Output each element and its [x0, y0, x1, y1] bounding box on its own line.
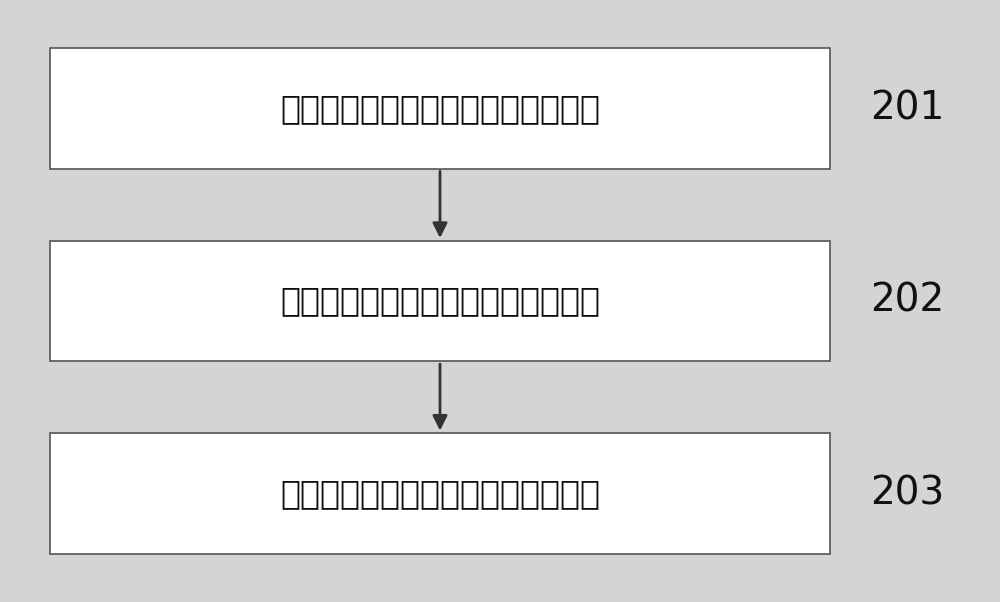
- FancyBboxPatch shape: [50, 433, 830, 554]
- Text: 202: 202: [870, 282, 944, 320]
- Text: 203: 203: [870, 474, 944, 513]
- Text: 基于所述开度调整变频器的输出频率: 基于所述开度调整变频器的输出频率: [280, 477, 600, 510]
- FancyBboxPatch shape: [50, 241, 830, 361]
- Text: 基于所述温度调节流量控制阀的开度: 基于所述温度调节流量控制阀的开度: [280, 285, 600, 317]
- Text: 201: 201: [870, 89, 944, 128]
- FancyBboxPatch shape: [50, 48, 830, 169]
- Text: 获取换热器出口侧的工艺介质的温度: 获取换热器出口侧的工艺介质的温度: [280, 92, 600, 125]
